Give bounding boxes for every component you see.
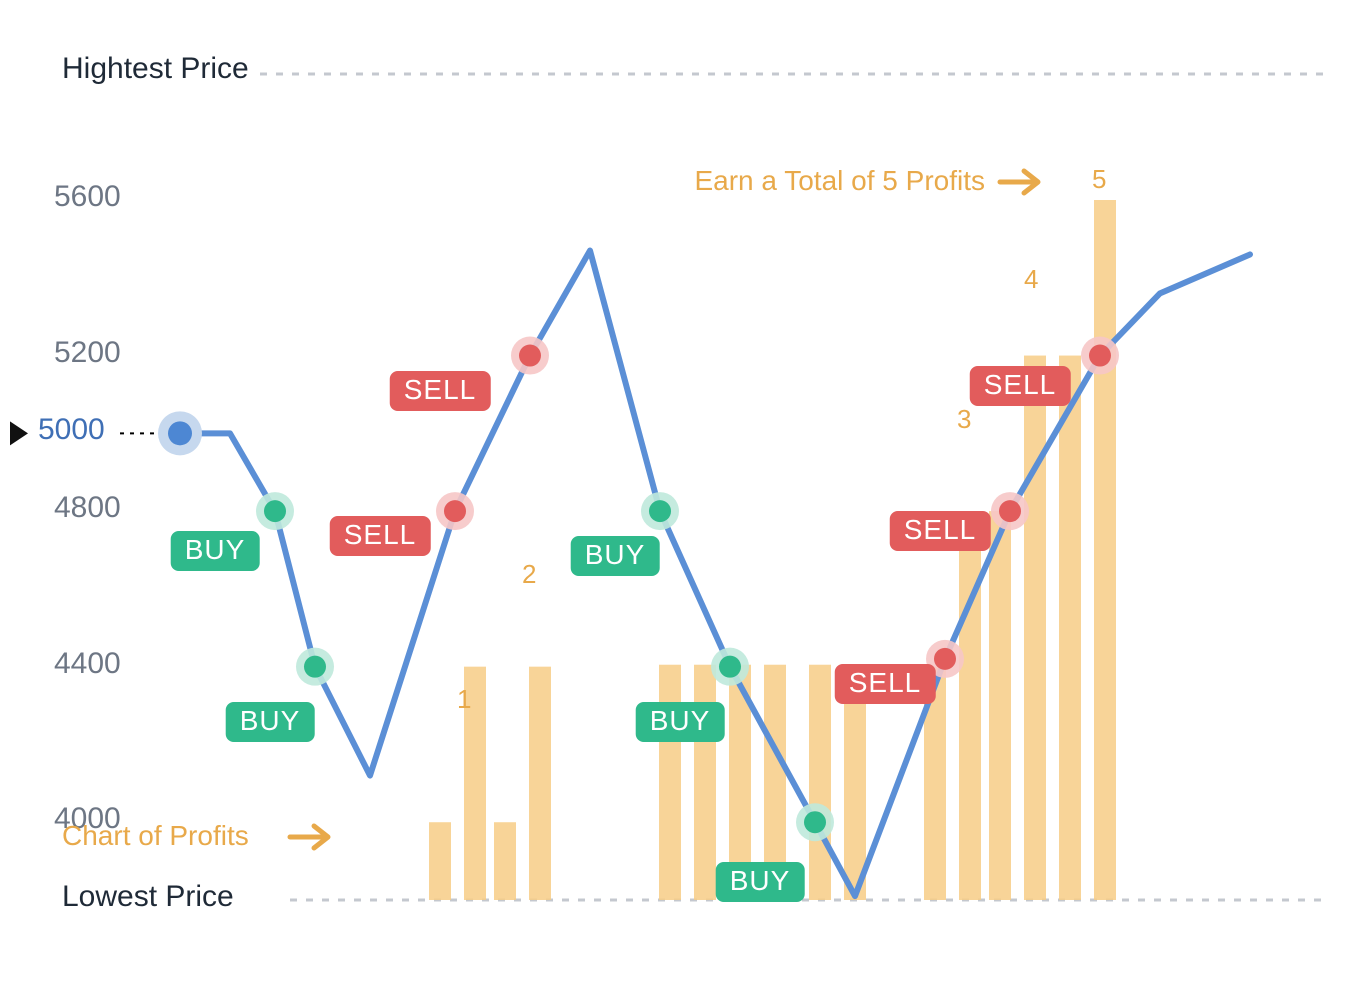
buy-marker — [304, 656, 326, 678]
buy-marker — [649, 500, 671, 522]
profit-bar — [429, 822, 451, 900]
buy-badge-label: BUY — [185, 534, 246, 565]
chart-stage: Hightest Price Lowest Price 5600 5200 5000 48… — [0, 0, 1356, 986]
sell-marker — [444, 500, 466, 522]
profit-bar — [529, 667, 551, 900]
sell-badge-label: SELL — [904, 514, 977, 545]
sell-marker — [519, 345, 541, 367]
bar-number-wrap: 3 — [957, 404, 971, 435]
highest-label: Hightest Price — [62, 52, 249, 85]
ytick: 4800 — [54, 491, 121, 525]
earn-arrow-icon — [1000, 171, 1038, 193]
bar-number-wrap: 1 — [457, 684, 471, 715]
bar-number-wrap: 4 — [1024, 264, 1038, 295]
buy-badge: BUY — [171, 531, 260, 571]
bar-number-wrap: 5 — [1092, 164, 1106, 195]
buy-marker — [264, 500, 286, 522]
buy-badge-label: BUY — [240, 705, 301, 736]
profit-bar — [694, 665, 716, 900]
profit-bar — [659, 665, 681, 900]
bar-number: 4 — [1024, 264, 1038, 294]
ytick: 5200 — [54, 336, 121, 370]
buy-badge: BUY — [226, 702, 315, 742]
profit-bar — [1094, 200, 1116, 900]
profit-bar — [989, 511, 1011, 900]
bar-number: 2 — [522, 559, 536, 589]
bar-number: 3 — [957, 404, 971, 434]
buy-badge-label: BUY — [730, 865, 791, 896]
lowest-label: Lowest Price — [62, 880, 234, 913]
chart-of-profits: Chart of Profits — [62, 820, 249, 852]
buy-badge: BUY — [716, 862, 805, 902]
sell-badge: SELL — [330, 516, 431, 556]
ytick-value: 5200 — [54, 336, 121, 369]
profit-bar — [809, 665, 831, 900]
profits-arrow-icon — [290, 826, 328, 848]
earn-total-label: Earn a Total of 5 Profits — [694, 165, 985, 196]
ytick: 5600 — [54, 180, 121, 214]
sell-badge: SELL — [890, 511, 991, 551]
sell-badge-label: SELL — [849, 667, 922, 698]
buy-badge: BUY — [636, 702, 725, 742]
highest-title: Hightest Price — [62, 52, 249, 86]
profit-bar — [1059, 356, 1081, 900]
ytick: 5000 — [38, 413, 105, 447]
sell-badge-label: SELL — [344, 519, 417, 550]
lowest-title: Lowest Price — [62, 880, 234, 914]
ytick: 4400 — [54, 647, 121, 681]
bar-number: 1 — [457, 684, 471, 714]
price-indicator-icon — [10, 421, 28, 445]
ytick-value: 5600 — [54, 180, 121, 213]
buy-marker — [804, 811, 826, 833]
sell-badge: SELL — [835, 664, 936, 704]
sell-marker — [934, 648, 956, 670]
bar-number-wrap: 2 — [522, 559, 536, 590]
buy-badge: BUY — [571, 536, 660, 576]
sell-marker — [999, 500, 1021, 522]
buy-badge-label: BUY — [585, 539, 646, 570]
sell-badge: SELL — [970, 366, 1071, 406]
buy-badge-label: BUY — [650, 705, 711, 736]
buy-marker — [719, 656, 741, 678]
profit-bar — [494, 822, 516, 900]
profit-bar — [1024, 356, 1046, 900]
bar-number: 5 — [1092, 164, 1106, 194]
start-dot — [168, 421, 192, 445]
ytick-value: 4800 — [54, 491, 121, 524]
sell-badge-label: SELL — [984, 369, 1057, 400]
chart-of-profits-label: Chart of Profits — [62, 820, 249, 851]
sell-marker — [1089, 345, 1111, 367]
sell-badge: SELL — [390, 371, 491, 411]
profit-bar — [959, 511, 981, 900]
earn-total: Earn a Total of 5 Profits — [555, 165, 985, 197]
sell-badge-label: SELL — [404, 374, 477, 405]
ytick-value: 4400 — [54, 647, 121, 680]
ytick-value: 5000 — [38, 413, 105, 446]
